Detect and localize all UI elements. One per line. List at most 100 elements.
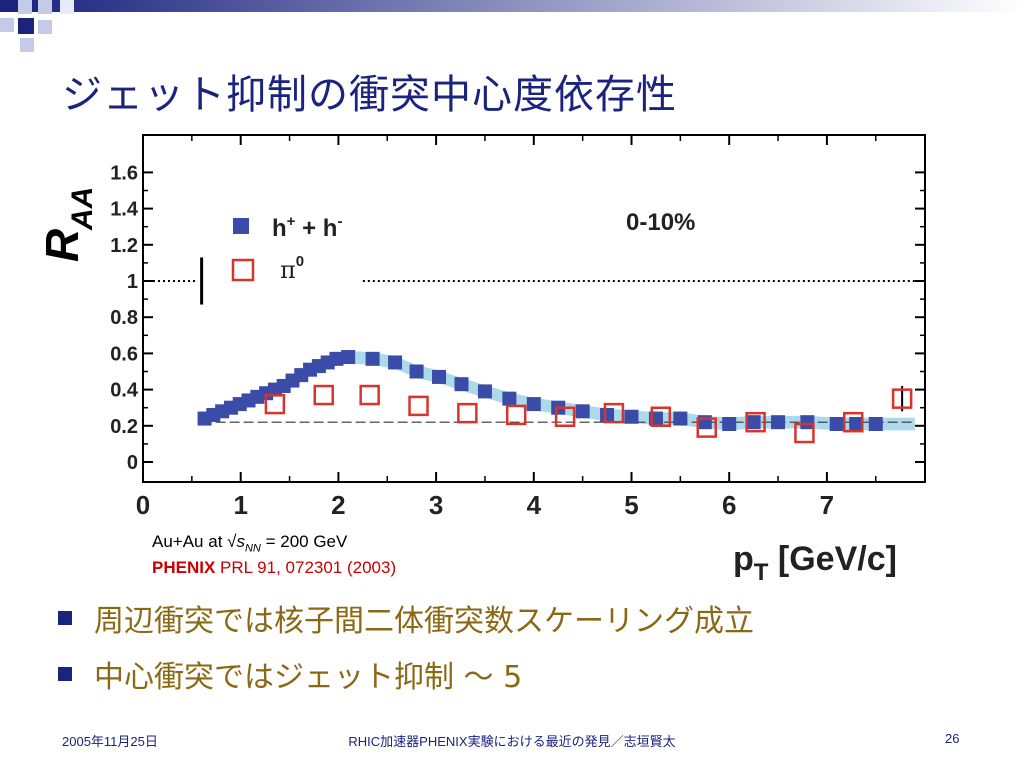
collision-prefix: Au+Au at [152,532,228,551]
data-point-pi0 [264,393,286,415]
y-tick-label: 1 [127,271,138,293]
y-tick-label: 0.6 [110,343,138,365]
data-point-pi0 [359,384,380,406]
deco-square [38,20,52,34]
data-point-hadron [477,384,492,399]
deco-square [20,38,34,52]
nn-subscript: NN [244,542,261,555]
y-tick-label: 0.4 [110,380,139,402]
raa-chart: 0 0.2 0.4 0.6 0.8 1 1.2 1.4 1.6 0 1 2 3 4 5 6 7 RAA pT [Ge… [36,134,926,586]
corner-decoration [0,0,1024,52]
data-point-pi0 [843,411,864,433]
y-tick-label: 1.6 [110,162,138,184]
bullet-square-icon [58,667,72,681]
data-point-hadron [771,415,786,430]
y-axis-label: RAA [36,187,99,262]
x-axis-label-main: p [733,540,754,578]
data-point-hadron [600,407,615,422]
y-axis-label-sub: AA [66,187,99,231]
data-point-hadron [722,416,737,431]
top-gradient-bar [10,0,1024,12]
deco-square [18,18,34,34]
data-point-hadron [365,351,380,366]
legend-label-pi0: π0 [280,253,304,284]
citation: PHENIX PRL 91, 072301 (2003) [152,558,396,578]
data-point-hadron [502,391,517,406]
legend-label-part: 0 [296,253,304,270]
data-point-pi0 [794,422,815,444]
legend-label-part: - [337,213,342,230]
x-tick-label: 5 [624,490,638,520]
deco-square [0,0,12,12]
data-point-hadron [800,415,815,430]
collision-system-label: Au+Au at √sNN = 200 GeV [152,532,347,554]
data-point-hadron [746,415,761,430]
x-axis-label-sub: T [754,559,769,586]
data-point-hadron [575,404,590,419]
x-tick-label: 3 [429,490,443,520]
slide-title: ジェット抑制の衝突中心度依存性 [62,72,677,118]
bullet-item: 周辺衝突では核子間二体衝突数スケーリング成立 [58,590,754,646]
data-point-pi0 [745,411,766,433]
deco-square [38,0,52,14]
data-point-pi0 [603,402,625,424]
y-tick-label: 0.2 [110,416,138,438]
data-point-hadron [329,351,344,366]
data-point-pi0 [505,404,527,426]
data-point-hadron [624,409,639,424]
legend-label-part: π [280,256,296,284]
legend-label-hadron: h+ + h- [272,213,342,242]
legend-label-part: + h [295,215,337,242]
sqrt-symbol: √ [227,532,237,551]
data-point-hadron [673,411,688,426]
footer-page-number: 26 [945,731,960,746]
footer-date: 2005年11月25日 [62,734,158,749]
data-point-hadron [409,364,424,379]
x-tick-label: 1 [233,490,247,520]
bullet-list: 周辺衝突では核子間二体衝突数スケーリング成立 中心衝突ではジェット抑制 〜 5 [58,590,754,702]
y-tick-label: 0 [127,452,138,474]
y-tick-label: 0.8 [110,307,138,329]
phenix-label: PHENIX [152,558,216,577]
data-point-hadron [868,416,883,431]
x-tick-label: 0 [136,490,150,520]
x-tick-label: 7 [820,490,834,520]
s-symbol: s [236,532,245,551]
data-point-pi0 [891,388,913,409]
data-point-pi0 [408,395,429,417]
legend-marker-hadron [233,218,249,234]
data-point-hadron [341,350,356,365]
bullet-text: 周辺衝突では核子間二体衝突数スケーリング成立 [94,604,754,639]
x-axis-label: pT [GeV/c] [733,540,897,586]
bullet-text: 中心衝突ではジェット抑制 〜 5 [94,660,523,695]
bullet-item: 中心衝突ではジェット抑制 〜 5 [58,646,754,702]
deco-square [18,0,32,14]
data-point-hadron [829,416,844,431]
data-point-hadron [849,416,864,431]
data-point-pi0 [696,417,717,438]
plot-frame [142,134,926,483]
x-tick-label: 4 [527,490,542,520]
data-point-hadron [526,397,541,412]
citation-text: PRL 91, 072301 (2003) [215,558,397,577]
data-point-pi0 [313,384,334,406]
data-point-hadron [388,355,403,370]
data-point-hadron [697,415,712,430]
data-point-pi0 [554,406,576,427]
legend-marker-pi0 [231,258,255,282]
deco-square [60,0,74,14]
data-point-pi0 [650,406,672,427]
data-point-hadron [432,369,447,384]
x-axis-label-unit: [GeV/c] [768,540,896,578]
legend-label-part: h [272,215,287,242]
footer-center: RHIC加速器PHENIX実験における最近の発見／志垣賢太 [348,734,676,749]
y-tick-label: 1.4 [110,199,139,221]
x-tick-label: 2 [331,490,345,520]
energy-suffix: = 200 GeV [260,532,348,551]
x-tick-label: 6 [722,490,736,520]
bullet-square-icon [58,611,72,625]
centrality-annotation: 0-10% [626,209,695,236]
y-tick-label: 1.2 [110,235,138,257]
data-point-pi0 [457,402,478,424]
data-point-hadron [454,377,469,392]
